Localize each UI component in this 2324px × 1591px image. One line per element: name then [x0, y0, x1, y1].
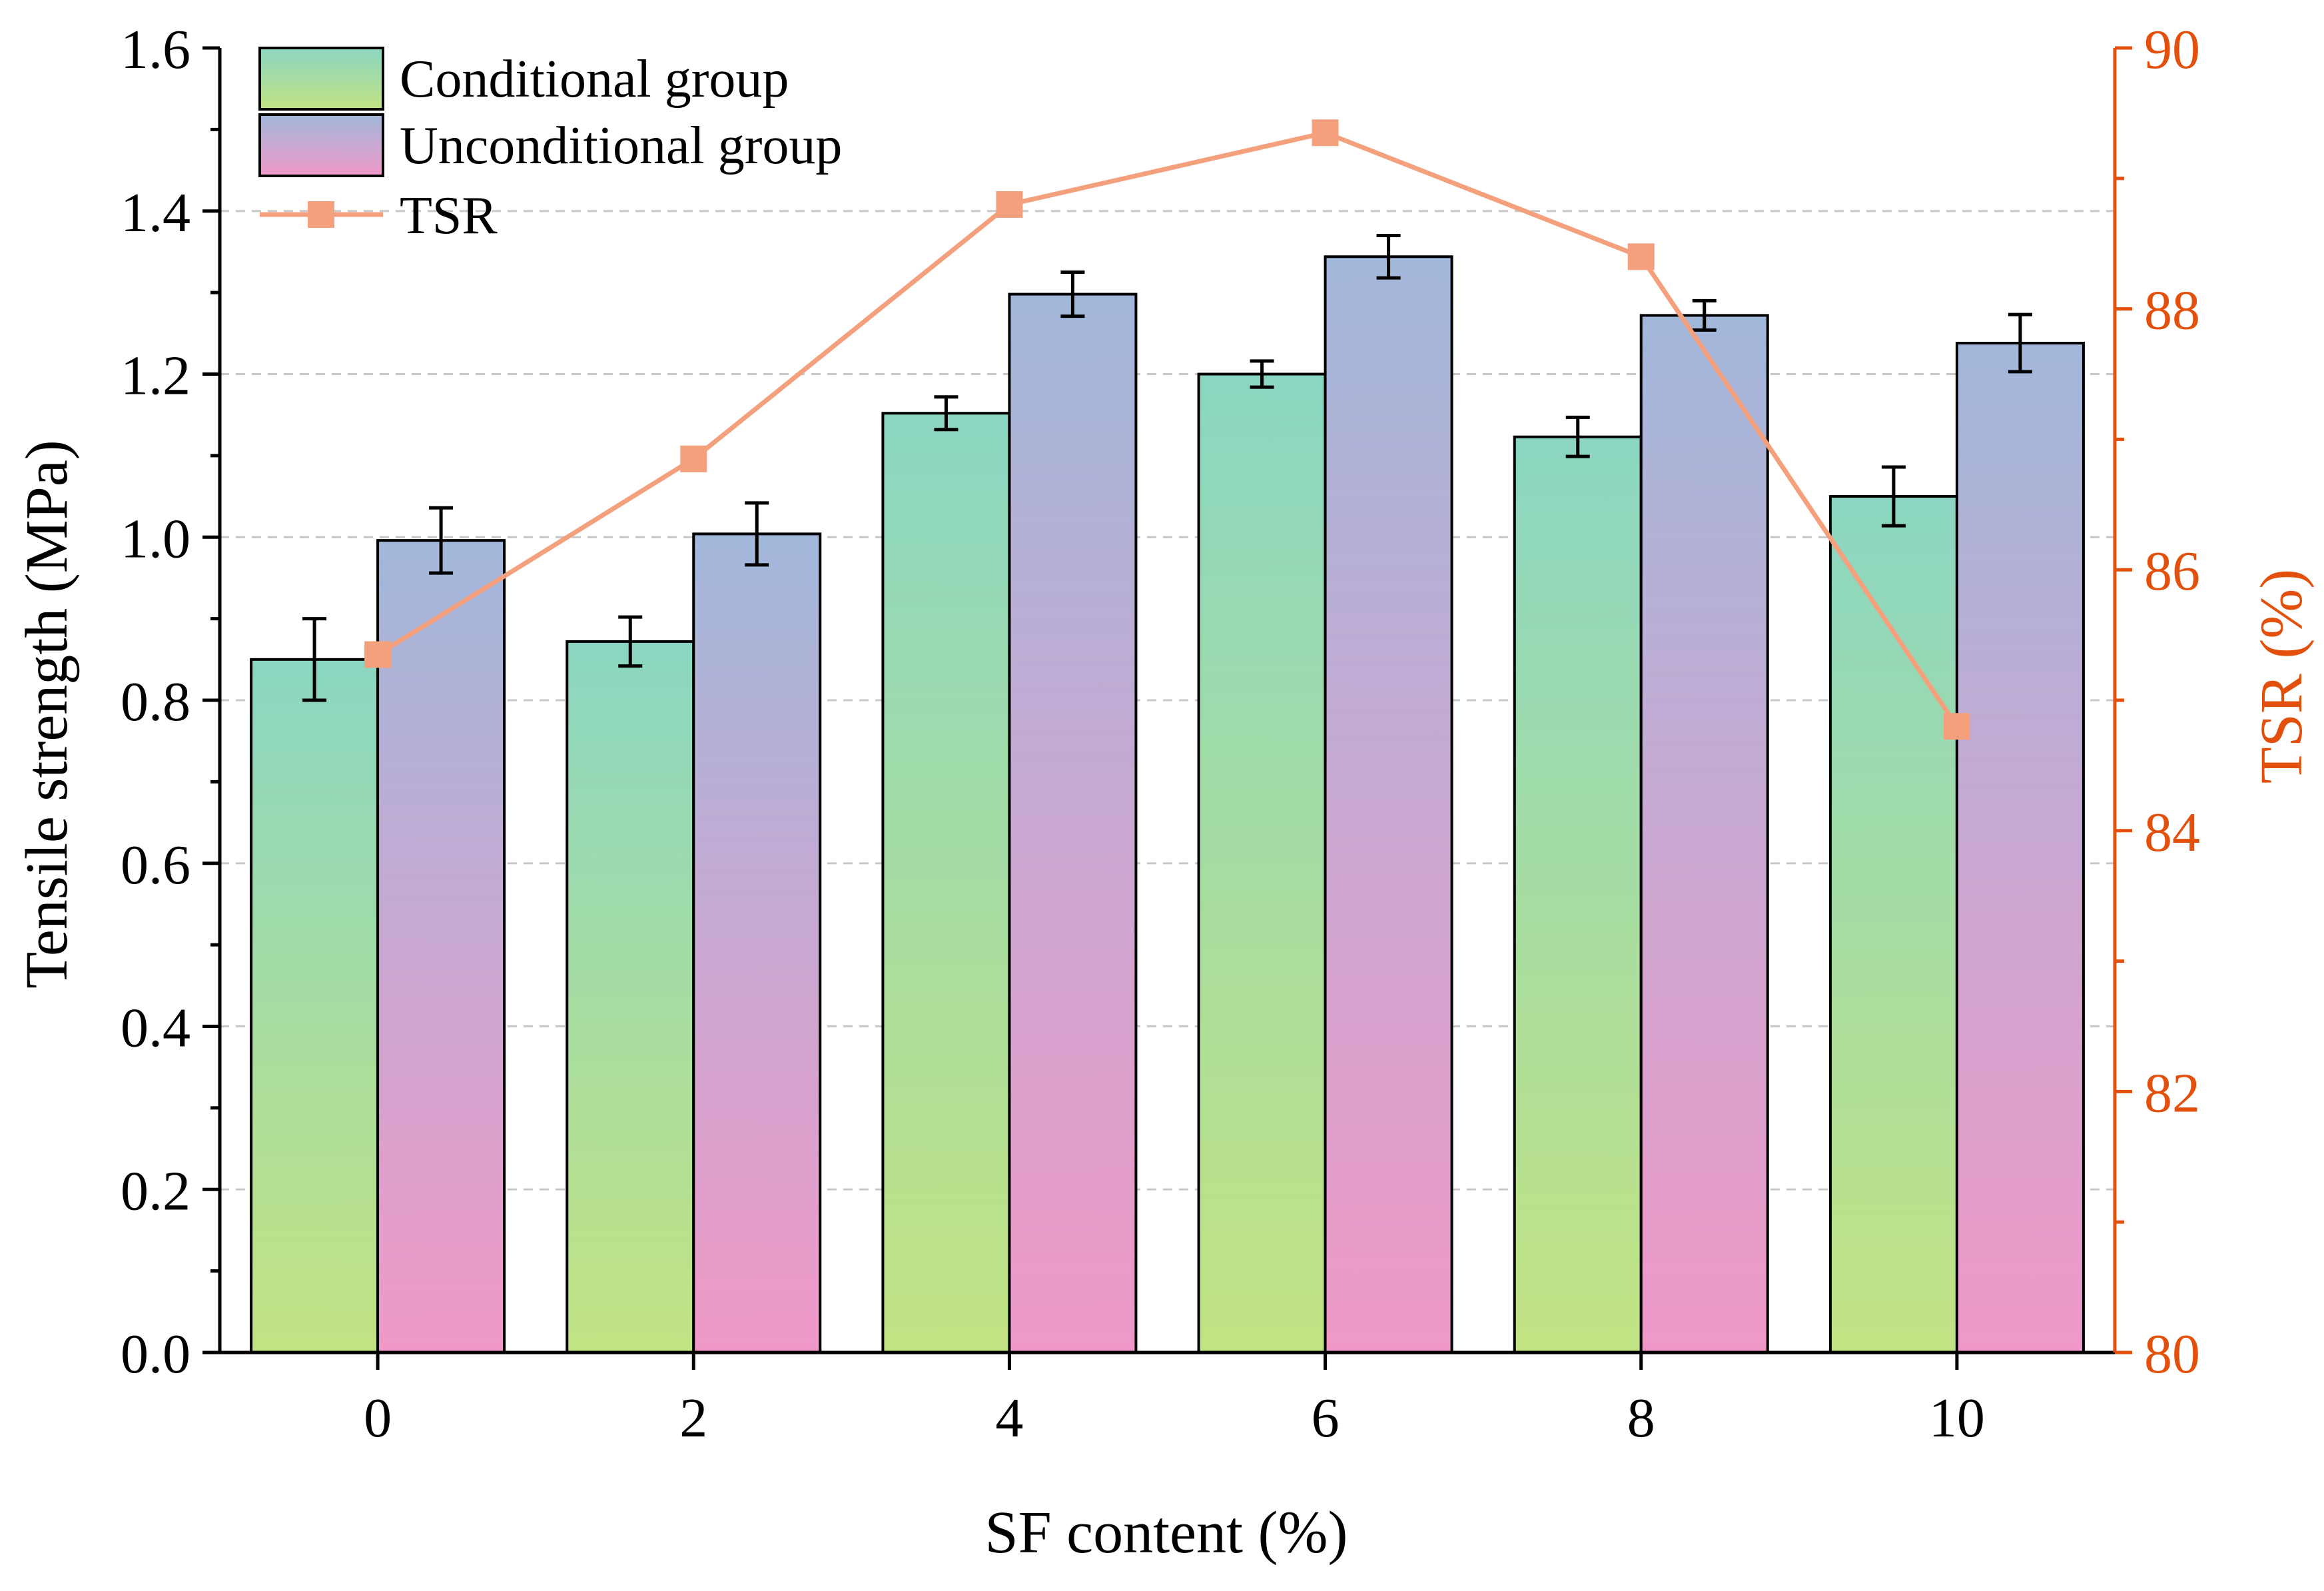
bar-unconditional — [692, 532, 822, 1354]
bar-unconditional — [376, 539, 506, 1354]
x-tick-label: 8 — [1627, 1387, 1655, 1449]
y2-axis-label: TSR (%) — [2249, 569, 2315, 784]
legend-item: Unconditional group — [258, 113, 842, 177]
y-tick-label: 1.2 — [121, 345, 191, 407]
bars — [250, 255, 2085, 1354]
x-axis-label: SF content (%) — [985, 1500, 1348, 1566]
x-tick-label: 10 — [1929, 1387, 1985, 1449]
bar-conditional — [1197, 372, 1327, 1354]
grid-lines — [220, 210, 2115, 1191]
y-axis-label: Tensile strength (MPa) — [14, 440, 80, 989]
tsr-marker — [1627, 243, 1655, 270]
y-tick-label: 0.8 — [121, 671, 191, 733]
bar-unconditional — [1324, 255, 1453, 1354]
y2-tick-label: 82 — [2144, 1062, 2200, 1124]
y-tick-label: 1.4 — [121, 182, 191, 244]
bar-unconditional — [1639, 314, 1769, 1354]
y2-tick-label: 90 — [2144, 19, 2200, 81]
y-tick-label: 0.2 — [121, 1160, 191, 1222]
legend-marker — [308, 201, 334, 228]
tsr-marker — [996, 191, 1023, 218]
legend-swatch — [258, 113, 384, 177]
tsr-marker — [680, 445, 707, 472]
x-tick-label: 0 — [364, 1387, 392, 1449]
tsr-line-layer — [364, 119, 1970, 740]
error-bar-conditional — [618, 615, 643, 668]
y-tick-label: 1.6 — [121, 19, 191, 81]
y2-tick-label: 80 — [2144, 1323, 2200, 1385]
tsr-marker — [1943, 713, 1970, 740]
x-tick-label: 4 — [995, 1387, 1023, 1449]
legend-swatch — [258, 47, 384, 111]
legend-item: Conditional group — [258, 47, 789, 111]
y-tick-label: 0.4 — [121, 997, 191, 1059]
legend-item: TSR — [260, 187, 498, 245]
error-bar-conditional — [934, 395, 959, 432]
legend-label: Unconditional group — [400, 117, 842, 175]
y2-tick-label: 88 — [2144, 280, 2200, 342]
x-tick-label: 2 — [679, 1387, 707, 1449]
error-bar-unconditional — [429, 506, 454, 575]
error-bar-unconditional — [745, 501, 769, 567]
y-tick-label: 1.0 — [121, 508, 191, 570]
y-tick-label: 0.6 — [121, 834, 191, 896]
bar-unconditional — [1955, 341, 2085, 1354]
bar-unconditional — [1008, 292, 1138, 1354]
error-bar-unconditional — [1692, 298, 1717, 332]
bar-conditional — [1513, 435, 1643, 1354]
error-bar-unconditional — [1376, 233, 1401, 280]
bar-conditional — [1828, 495, 1958, 1354]
error-bar-conditional — [1565, 415, 1590, 458]
bar-conditional — [881, 412, 1011, 1354]
error-bars — [302, 233, 2032, 702]
bar-conditional — [566, 640, 695, 1354]
error-bar-conditional — [302, 617, 327, 702]
y2-tick-label: 86 — [2144, 540, 2200, 602]
error-bar-unconditional — [1060, 270, 1085, 318]
y-tick-label: 0.0 — [121, 1323, 191, 1385]
y2-tick-label: 84 — [2144, 801, 2200, 863]
x-tick-label: 6 — [1312, 1387, 1340, 1449]
legend-label: TSR — [400, 187, 498, 245]
tsr-marker — [1312, 119, 1339, 147]
tsr-line — [376, 130, 1959, 728]
axes: 0.00.20.40.60.81.01.21.41.68082848688900… — [121, 19, 2200, 1449]
error-bar-conditional — [1881, 465, 1906, 528]
tsr-marker — [364, 641, 392, 668]
error-bar-conditional — [1250, 359, 1274, 389]
legend-label: Conditional group — [400, 50, 789, 109]
legend: Conditional group Unconditional group TSR — [258, 47, 842, 245]
error-bar-unconditional — [2008, 312, 2032, 374]
bar-conditional — [250, 658, 380, 1354]
